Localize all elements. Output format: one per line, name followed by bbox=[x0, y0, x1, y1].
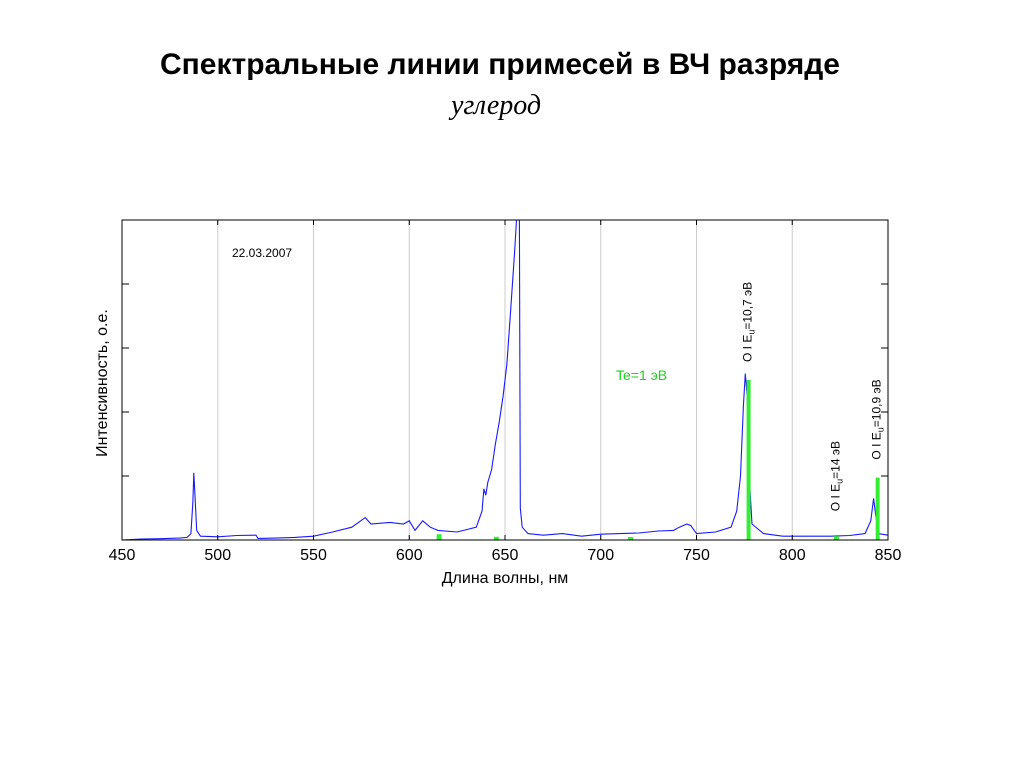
emission-line-bar bbox=[875, 477, 880, 540]
x-tick-label: 800 bbox=[779, 547, 806, 564]
page-title: Спектральные линии примесей в ВЧ разряде bbox=[160, 48, 840, 81]
date-annotation: 22.03.2007 bbox=[232, 246, 292, 260]
emission-line-bar bbox=[833, 536, 839, 540]
emission-line-bar bbox=[746, 380, 751, 540]
ticks-layer: 450 500 550 600 650 700 750 800 850 bbox=[109, 220, 902, 564]
te-annotation: Te=1 эВ bbox=[616, 367, 667, 383]
emission-line-bar bbox=[493, 536, 499, 540]
x-tick-label: 850 bbox=[875, 547, 902, 564]
x-tick-label: 650 bbox=[492, 547, 519, 564]
emission-line-label: O I Eu=10,9 эВ bbox=[870, 379, 886, 459]
emission-line-bar bbox=[628, 537, 634, 540]
x-tick-label: 600 bbox=[396, 547, 423, 564]
x-tick-label: 450 bbox=[109, 547, 136, 564]
x-tick-label: 750 bbox=[683, 547, 710, 564]
page-subtitle: углерод bbox=[450, 90, 542, 121]
x-tick-label: 700 bbox=[587, 547, 614, 564]
y-axis-label: Интенсивность, о.е. bbox=[94, 309, 111, 457]
x-axis-label: Длина волны, нм bbox=[442, 570, 569, 587]
x-tick-label: 500 bbox=[204, 547, 231, 564]
emission-line-bar bbox=[436, 534, 442, 540]
emission-line-label: O I Eu=14 эВ bbox=[828, 441, 844, 511]
emission-line-label: O I Eu=10,7 эВ bbox=[741, 282, 757, 362]
lines-layer: O I Eu=10,7 эВ O I Eu=14 эВ O I Eu=10,9 эВ bbox=[436, 282, 886, 540]
grid-layer bbox=[217, 220, 793, 540]
x-tick-label: 550 bbox=[300, 547, 327, 564]
